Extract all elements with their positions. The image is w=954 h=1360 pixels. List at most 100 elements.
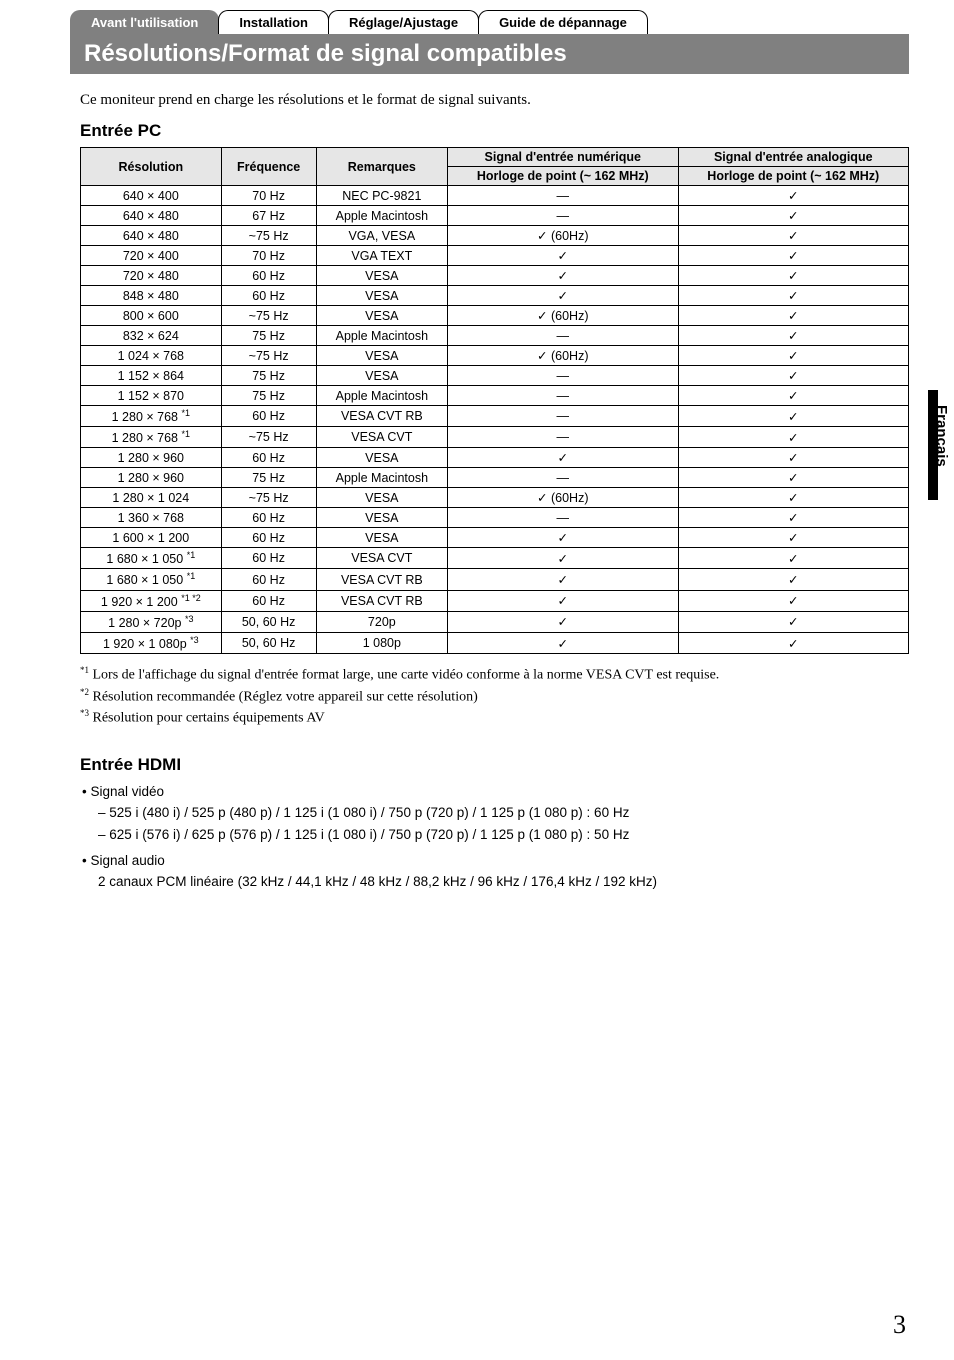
cell-freq: 60 Hz	[221, 528, 316, 548]
cell-analog: ✓	[678, 246, 909, 266]
cell-freq: 70 Hz	[221, 246, 316, 266]
cell-digital: ✓	[448, 590, 678, 611]
cell-freq: 60 Hz	[221, 590, 316, 611]
hdmi-audio-label: • Signal audio	[82, 850, 909, 872]
page-number: 3	[893, 1310, 906, 1340]
table-row: 1 280 × 96075 HzApple Macintosh—✓	[81, 468, 909, 488]
cell-remarks: VESA	[316, 286, 447, 306]
cell-resolution: 640 × 480	[81, 206, 222, 226]
cell-analog: ✓	[678, 569, 909, 590]
cell-remarks: VESA	[316, 266, 447, 286]
table-row: 1 280 × 768 *1~75 HzVESA CVT—✓	[81, 427, 909, 448]
cell-resolution: 832 × 624	[81, 326, 222, 346]
cell-digital: —	[448, 366, 678, 386]
cell-freq: ~75 Hz	[221, 226, 316, 246]
footnote-1-sup: *1	[80, 665, 89, 675]
cell-analog: ✓	[678, 611, 909, 632]
cell-resolution: 640 × 400	[81, 186, 222, 206]
main-content: Ce moniteur prend en charge les résoluti…	[80, 92, 909, 893]
cell-resolution: 1 680 × 1 050 *1	[81, 569, 222, 590]
cell-digital: ✓ (60Hz)	[448, 488, 678, 508]
table-row: 832 × 62475 HzApple Macintosh—✓	[81, 326, 909, 346]
cell-analog: ✓	[678, 488, 909, 508]
tab-installation[interactable]: Installation	[218, 10, 329, 34]
col-frequence: Fréquence	[221, 148, 316, 186]
cell-analog: ✓	[678, 590, 909, 611]
cell-remarks: Apple Macintosh	[316, 468, 447, 488]
cell-analog: ✓	[678, 326, 909, 346]
cell-resolution: 1 920 × 1 080p *3	[81, 632, 222, 653]
cell-remarks: Apple Macintosh	[316, 206, 447, 226]
tab-avant[interactable]: Avant l'utilisation	[70, 10, 219, 34]
footnote-1-text: Lors de l'affichage du signal d'entrée f…	[89, 668, 719, 683]
tab-reglage[interactable]: Réglage/Ajustage	[328, 10, 479, 34]
table-row: 640 × 40070 HzNEC PC-9821—✓	[81, 186, 909, 206]
footnote-3-sup: *3	[80, 708, 89, 718]
cell-remarks: VGA, VESA	[316, 226, 447, 246]
cell-freq: ~75 Hz	[221, 346, 316, 366]
cell-analog: ✓	[678, 632, 909, 653]
col-remarques: Remarques	[316, 148, 447, 186]
cell-freq: 50, 60 Hz	[221, 611, 316, 632]
table-row: 1 024 × 768~75 HzVESA✓ (60Hz)✓	[81, 346, 909, 366]
cell-freq: 75 Hz	[221, 386, 316, 406]
cell-analog: ✓	[678, 346, 909, 366]
cell-digital: ✓	[448, 528, 678, 548]
cell-digital: —	[448, 468, 678, 488]
cell-resolution: 1 280 × 768 *1	[81, 427, 222, 448]
cell-freq: 60 Hz	[221, 448, 316, 468]
cell-remarks: Apple Macintosh	[316, 326, 447, 346]
cell-digital: —	[448, 326, 678, 346]
cell-resolution: 1 600 × 1 200	[81, 528, 222, 548]
cell-digital: ✓	[448, 611, 678, 632]
footnotes: *1 Lors de l'affichage du signal d'entré…	[80, 664, 909, 729]
cell-digital: —	[448, 386, 678, 406]
cell-freq: 60 Hz	[221, 508, 316, 528]
table-row: 1 152 × 87075 HzApple Macintosh—✓	[81, 386, 909, 406]
hdmi-video-line2: – 625 i (576 i) / 625 p (576 p) / 1 125 …	[98, 824, 909, 846]
cell-remarks: VESA	[316, 366, 447, 386]
table-row: 848 × 48060 HzVESA✓✓	[81, 286, 909, 306]
table-row: 720 × 48060 HzVESA✓✓	[81, 266, 909, 286]
cell-resolution: 1 280 × 960	[81, 468, 222, 488]
cell-digital: ✓	[448, 548, 678, 569]
cell-remarks: VESA CVT	[316, 427, 447, 448]
hdmi-video-label: • Signal vidéo	[82, 781, 909, 803]
cell-remarks: VESA	[316, 346, 447, 366]
table-row: 1 280 × 1 024~75 HzVESA✓ (60Hz)✓	[81, 488, 909, 508]
cell-resolution: 1 280 × 1 024	[81, 488, 222, 508]
cell-analog: ✓	[678, 427, 909, 448]
tab-guide[interactable]: Guide de dépannage	[478, 10, 648, 34]
cell-analog: ✓	[678, 468, 909, 488]
intro-text: Ce moniteur prend en charge les résoluti…	[80, 92, 909, 109]
cell-analog: ✓	[678, 366, 909, 386]
cell-freq: ~75 Hz	[221, 306, 316, 326]
cell-analog: ✓	[678, 386, 909, 406]
cell-remarks: VGA TEXT	[316, 246, 447, 266]
table-row: 1 152 × 86475 HzVESA—✓	[81, 366, 909, 386]
cell-resolution: 1 280 × 960	[81, 448, 222, 468]
cell-digital: —	[448, 406, 678, 427]
cell-digital: ✓ (60Hz)	[448, 226, 678, 246]
cell-freq: 60 Hz	[221, 286, 316, 306]
footnote-2-text: Résolution recommandée (Réglez votre app…	[89, 689, 478, 704]
col-digital: Signal d'entrée numérique	[448, 148, 678, 167]
cell-freq: ~75 Hz	[221, 488, 316, 508]
cell-digital: ✓	[448, 569, 678, 590]
cell-analog: ✓	[678, 528, 909, 548]
footnote-3: *3 Résolution pour certains équipements …	[80, 707, 909, 729]
cell-digital: —	[448, 186, 678, 206]
cell-freq: 75 Hz	[221, 326, 316, 346]
table-row: 1 600 × 1 20060 HzVESA✓✓	[81, 528, 909, 548]
table-row: 1 280 × 96060 HzVESA✓✓	[81, 448, 909, 468]
cell-digital: —	[448, 427, 678, 448]
cell-digital: —	[448, 508, 678, 528]
cell-resolution: 1 680 × 1 050 *1	[81, 548, 222, 569]
cell-freq: 70 Hz	[221, 186, 316, 206]
cell-freq: 60 Hz	[221, 569, 316, 590]
cell-freq: 60 Hz	[221, 548, 316, 569]
col-digital-clock: Horloge de point (~ 162 MHz)	[448, 167, 678, 186]
cell-resolution: 1 280 × 720p *3	[81, 611, 222, 632]
cell-remarks: 720p	[316, 611, 447, 632]
cell-remarks: VESA	[316, 528, 447, 548]
